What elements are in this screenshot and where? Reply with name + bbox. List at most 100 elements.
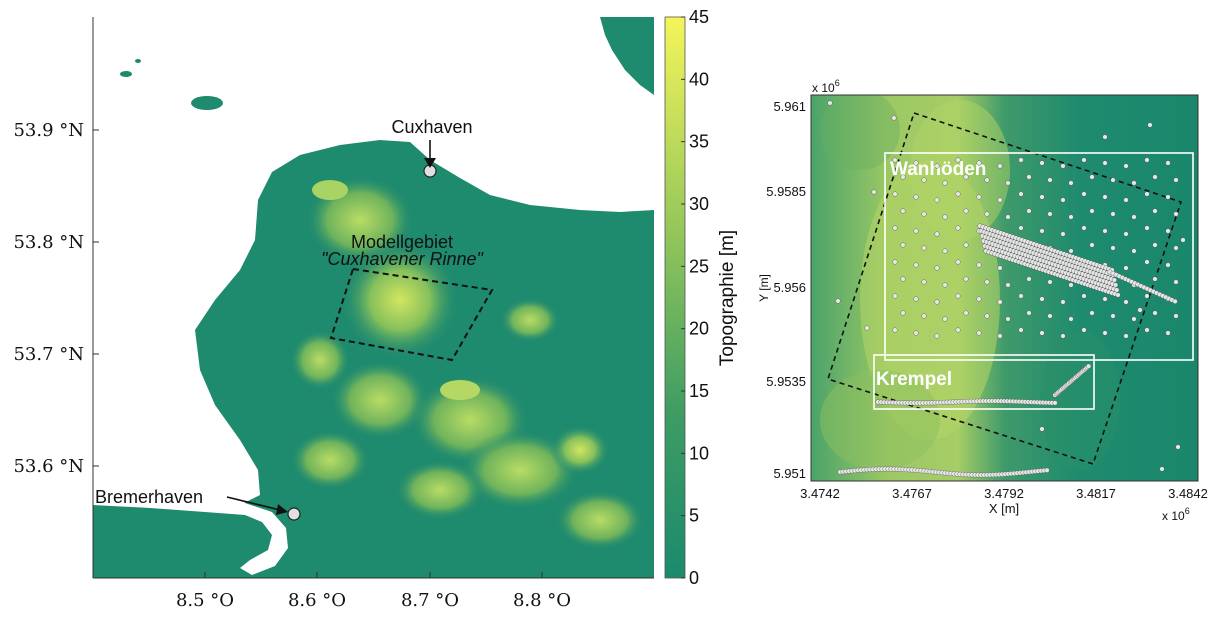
measurement-point [955, 259, 961, 265]
measurement-point [892, 157, 898, 163]
measurement-point [1144, 157, 1150, 163]
measurement-point [1060, 333, 1066, 339]
right-map-raster [811, 95, 1198, 481]
measurement-point [1060, 197, 1066, 203]
measurement-point [1052, 400, 1058, 406]
x-tick-label: 8.8 °O [513, 590, 571, 611]
measurement-point [1180, 237, 1186, 243]
krempel-label: Krempel [876, 369, 952, 390]
measurement-point [934, 333, 940, 339]
measurement-point [827, 100, 833, 106]
y-tick-label: 53.9 °N [13, 120, 84, 141]
measurement-point [997, 333, 1003, 339]
measurement-point [1165, 228, 1171, 234]
y-tick-label: 53.7 °N [13, 344, 84, 365]
measurement-point [1173, 177, 1179, 183]
measurement-point [1152, 310, 1158, 316]
colorbar-tick-label: 40 [689, 69, 709, 89]
measurement-point [1039, 426, 1045, 432]
measurement-point [976, 262, 982, 268]
measurement-point [1005, 214, 1011, 220]
measurement-point [1123, 231, 1129, 237]
measurement-point [1152, 174, 1158, 180]
measurement-point [1018, 225, 1024, 231]
measurement-points [827, 100, 1186, 478]
measurement-point [1102, 296, 1108, 302]
colorbar-tick-label: 0 [689, 568, 699, 588]
model-area-box [329, 267, 494, 362]
measurement-point [934, 265, 940, 271]
cuxhaven-arrow-head [424, 158, 436, 168]
measurement-point [1081, 191, 1087, 197]
x-tick-label: 3.4742 [800, 486, 840, 501]
measurement-point [997, 197, 1003, 203]
measurement-point [835, 298, 841, 304]
measurement-point [913, 262, 919, 268]
measurement-point [1144, 225, 1150, 231]
measurement-point [955, 157, 961, 163]
measurement-point [955, 225, 961, 231]
krempel-box[interactable] [873, 354, 1095, 410]
measurement-point [900, 242, 906, 248]
measurement-point [1086, 363, 1092, 369]
colorbar-tick-label: 15 [689, 381, 709, 401]
measurement-point [1173, 313, 1179, 319]
measurement-point [963, 208, 969, 214]
y-multiplier: x 106 [812, 78, 840, 95]
measurement-point [1068, 316, 1074, 322]
measurement-point [984, 211, 990, 217]
island-neuwerk [191, 96, 223, 110]
measurement-point [900, 276, 906, 282]
measurement-point [1131, 316, 1137, 322]
measurement-point [1159, 466, 1165, 472]
measurement-point [1173, 245, 1179, 251]
measurement-point [1102, 194, 1108, 200]
measurement-point [1144, 191, 1150, 197]
measurement-point [1039, 160, 1045, 166]
measurement-point [1044, 467, 1050, 473]
measurement-point [976, 194, 982, 200]
measurement-point [976, 330, 982, 336]
measurement-point [1081, 225, 1087, 231]
right-y-ticks: 5.961 5.9585 5.956 5.9535 5.951 [766, 99, 806, 481]
measurement-point [1039, 228, 1045, 234]
measurement-point [1089, 208, 1095, 214]
measurement-point [1089, 242, 1095, 248]
measurement-point [900, 208, 906, 214]
measurement-point [921, 177, 927, 183]
measurement-point [892, 191, 898, 197]
measurement-point [976, 296, 982, 302]
measurement-point [997, 299, 1003, 305]
bremerhaven-marker[interactable] [287, 507, 301, 521]
measurement-point [1026, 310, 1032, 316]
measurement-point [942, 316, 948, 322]
y-tick-label: 5.9585 [766, 184, 806, 199]
island-tiny [135, 59, 141, 63]
measurement-point [934, 299, 940, 305]
measurement-point [963, 242, 969, 248]
measurement-point [1018, 327, 1024, 333]
right-x-ticks: 3.4742 3.4767 3.4792 3.4817 3.4842 [800, 486, 1208, 501]
measurement-point [1165, 330, 1171, 336]
measurement-point [1039, 330, 1045, 336]
colorbar: 45 40 35 30 25 20 15 10 5 0 Topographie [m] [664, 7, 738, 588]
measurement-point [1005, 316, 1011, 322]
measurement-point [1131, 214, 1137, 220]
measurement-point [1123, 197, 1129, 203]
y-tick-label: 5.9535 [766, 374, 806, 389]
measurement-point [892, 259, 898, 265]
measurement-point [1089, 310, 1095, 316]
model-area-label: Modellgebiet [351, 232, 453, 252]
measurement-point [942, 282, 948, 288]
measurement-point [892, 225, 898, 231]
measurement-point [984, 313, 990, 319]
measurement-point [934, 197, 940, 203]
measurement-point [1060, 163, 1066, 169]
wanhoeden-box[interactable] [884, 152, 1194, 361]
y-tick-label: 53.6 °N [13, 456, 84, 477]
measurement-point [1047, 279, 1053, 285]
left-map-raster [93, 17, 654, 578]
measurement-point [1152, 208, 1158, 214]
measurement-point [913, 228, 919, 234]
x-tick-label: 8.5 °O [176, 590, 234, 611]
